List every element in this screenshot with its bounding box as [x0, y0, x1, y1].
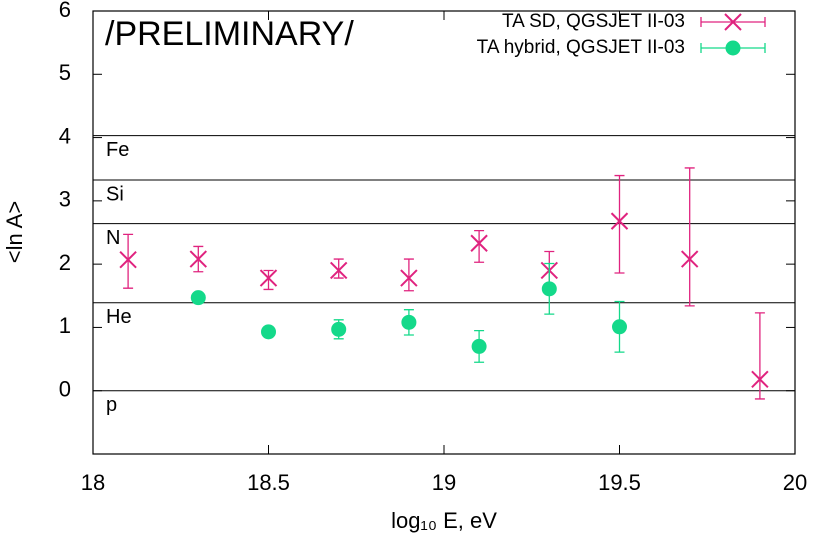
error-bar — [684, 167, 695, 307]
error-bar — [333, 258, 344, 279]
legend-marker — [724, 13, 742, 31]
marker — [610, 212, 629, 230]
x-tick-label: 20 — [783, 470, 807, 495]
y-axis-label: <ln A> — [2, 201, 27, 263]
reference-label: p — [106, 394, 117, 416]
reference-label: Fe — [106, 139, 129, 161]
legend-label: TA hybrid, QGSJET II-03 — [477, 37, 685, 58]
marker — [401, 314, 417, 330]
marker — [541, 281, 557, 297]
y-tick-label: 6 — [59, 0, 71, 22]
marker — [751, 370, 769, 389]
reference-label: N — [106, 227, 120, 249]
error-bar — [123, 233, 134, 289]
y-tick-label: 5 — [59, 60, 71, 85]
marker — [119, 251, 137, 269]
annotation: /PRELIMINARY/ — [105, 15, 354, 53]
marker — [470, 234, 488, 252]
y-tick-label: 2 — [59, 250, 71, 275]
x-axis-label: log₁₀ E, eV — [391, 508, 497, 533]
marker — [680, 250, 699, 268]
marker — [261, 324, 276, 340]
x-tick-label: 19.5 — [598, 470, 641, 495]
marker — [329, 261, 348, 280]
marker — [331, 321, 347, 337]
y-tick-label: 0 — [59, 377, 71, 402]
error-bar — [754, 312, 765, 400]
y-tick-label: 1 — [59, 313, 71, 338]
y-tick-label: 4 — [59, 123, 71, 148]
error-bar — [403, 258, 414, 292]
marker — [471, 338, 487, 354]
error-bar — [263, 269, 274, 291]
error-bar — [474, 229, 485, 263]
marker — [189, 250, 208, 268]
x-tick-label: 18 — [81, 470, 105, 495]
reference-label: He — [106, 306, 132, 328]
marker — [612, 319, 627, 335]
marker — [400, 269, 418, 287]
legend-marker — [725, 40, 741, 56]
marker — [259, 269, 278, 287]
x-tick-label: 19 — [432, 470, 456, 495]
legend-label: TA SD, QGSJET II-03 — [502, 11, 685, 32]
y-tick-label: 3 — [59, 187, 71, 212]
reference-label: Si — [106, 183, 124, 205]
marker — [190, 290, 206, 306]
x-tick-label: 18.5 — [247, 470, 290, 495]
error-bar — [614, 174, 625, 274]
